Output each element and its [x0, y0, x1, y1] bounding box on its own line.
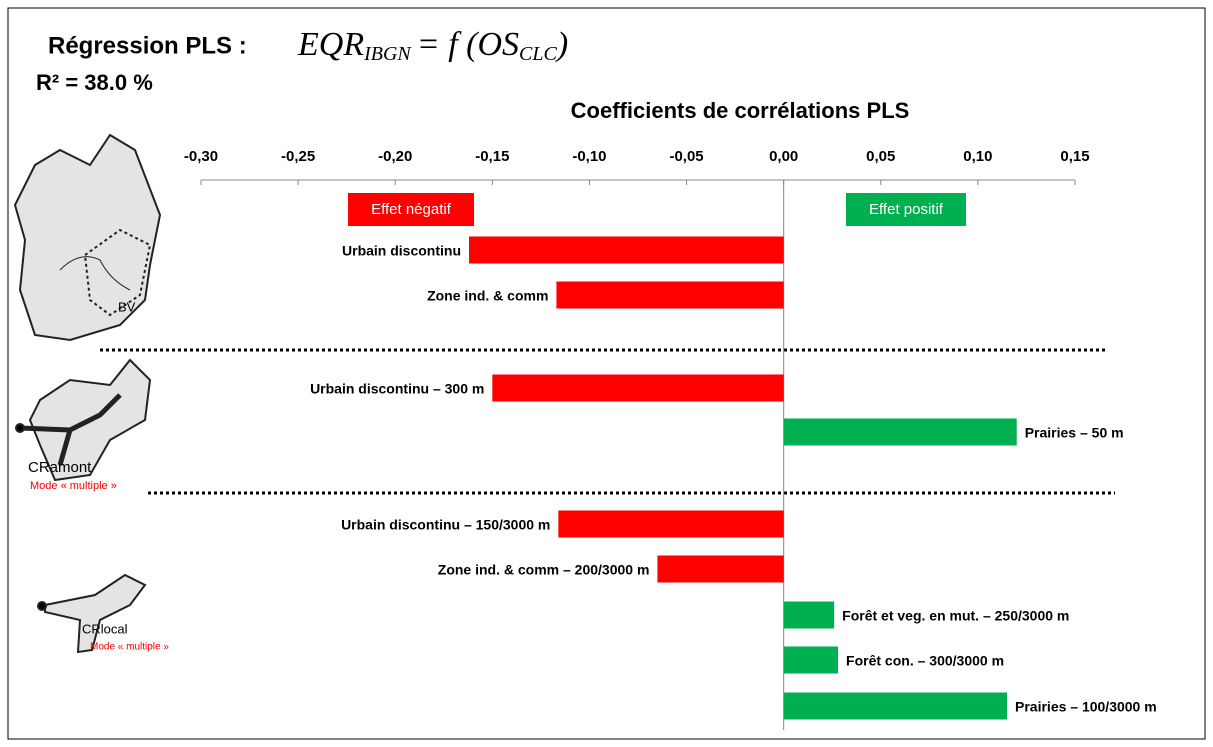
bv-river: [59, 256, 131, 291]
bar: [558, 510, 784, 538]
bar: [657, 555, 784, 583]
diagram-label: BV: [118, 299, 136, 314]
diagram-label: CRamont: [28, 459, 92, 476]
axis-title: Coefficients de corrélations PLS: [571, 98, 910, 123]
bar-label: Urbain discontinu – 150/3000 m: [341, 517, 550, 533]
formula-part: = f (OS: [417, 26, 519, 63]
x-tick-label: -0,15: [475, 148, 509, 165]
bar: [783, 692, 1008, 720]
bar: [783, 646, 839, 674]
title: Régression PLS :: [48, 32, 247, 59]
bar-label: Urbain discontinu: [342, 243, 461, 259]
x-tick-label: -0,20: [378, 148, 412, 165]
bar-label: Prairies – 50 m: [1025, 425, 1124, 441]
diagram-label: Mode « multiple »: [30, 480, 117, 492]
x-tick-label: 0,00: [769, 148, 798, 165]
bar-label: Zone ind. & comm – 200/3000 m: [438, 562, 650, 578]
bar: [783, 601, 835, 629]
annotation-box: [348, 193, 474, 226]
cramont-river: [19, 393, 122, 466]
bar-label: Urbain discontinu – 300 m: [310, 381, 484, 397]
x-tick-label: 0,15: [1060, 148, 1089, 165]
annotation-box: [846, 193, 966, 226]
x-tick-label: -0,30: [184, 148, 218, 165]
crlocal-shape: [44, 573, 147, 654]
x-tick-label: -0,10: [572, 148, 606, 165]
x-tick-label: 0,05: [866, 148, 895, 165]
annotation: Effet positif: [869, 201, 944, 218]
bar: [783, 418, 1017, 446]
bar-label: Forêt con. – 300/3000 m: [846, 653, 1004, 669]
bv-zone: [83, 228, 152, 317]
formula: EQRIBGN = f (OSCLC): [297, 26, 568, 65]
bar: [469, 236, 784, 264]
bar: [556, 281, 784, 309]
bar-label: Forêt et veg. en mut. – 250/3000 m: [842, 608, 1069, 624]
formula-part: EQR: [297, 26, 364, 63]
outlet: [15, 423, 25, 433]
annotation: Effet négatif: [371, 201, 452, 218]
diagrams: [13, 133, 162, 654]
x-tick-label: 0,10: [963, 148, 992, 165]
diagram-label: CRlocal: [82, 621, 128, 636]
bar: [492, 374, 784, 402]
formula-sub: IBGN: [363, 43, 412, 65]
r2: R² = 38.0 %: [36, 70, 153, 95]
bar-label: Prairies – 100/3000 m: [1015, 699, 1157, 715]
bv-shape: [13, 133, 162, 342]
formula-sub: CLC: [519, 43, 557, 65]
outlet: [37, 601, 47, 611]
x-tick-label: -0,05: [669, 148, 703, 165]
x-tick-label: -0,25: [281, 148, 315, 165]
frame: [7, 7, 1206, 740]
formula-part: ): [555, 26, 568, 63]
diagram-label: Mode « multiple »: [90, 642, 169, 653]
bar-label: Zone ind. & comm: [427, 288, 548, 304]
